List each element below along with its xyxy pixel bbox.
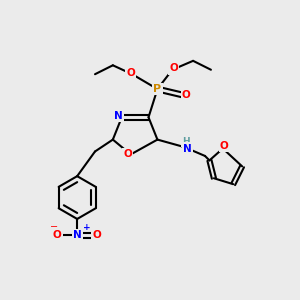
Text: −: − [50,222,59,232]
Text: O: O [123,149,132,160]
Text: P: P [153,84,161,94]
Text: O: O [169,63,178,73]
Text: O: O [53,230,62,240]
Text: O: O [182,90,190,100]
Text: O: O [220,140,229,151]
Text: O: O [126,68,135,78]
Text: +: + [82,223,90,232]
Text: N: N [183,143,191,154]
Text: O: O [93,230,101,240]
Text: H: H [182,136,190,146]
Text: N: N [73,230,82,240]
Text: N: N [114,111,123,121]
